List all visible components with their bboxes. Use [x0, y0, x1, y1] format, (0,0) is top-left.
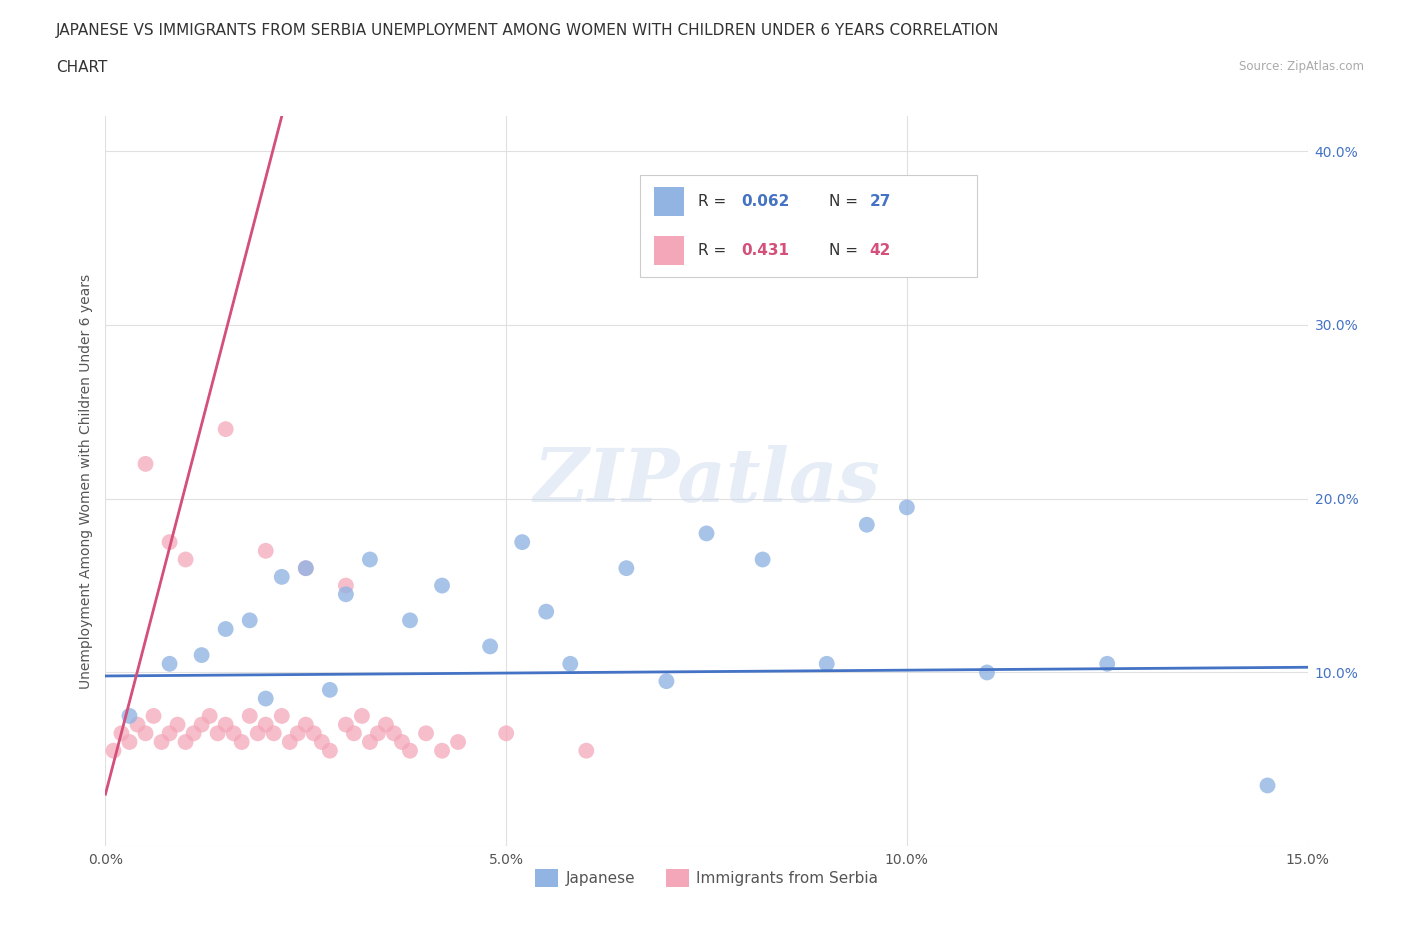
Point	[118, 709, 141, 724]
Point	[214, 421, 236, 436]
Point	[343, 726, 366, 741]
Point	[174, 735, 197, 750]
FancyBboxPatch shape	[640, 175, 977, 277]
Point	[415, 726, 437, 741]
Point	[447, 735, 470, 750]
Point	[127, 717, 149, 732]
Text: R =: R =	[697, 193, 731, 208]
Point	[536, 604, 558, 619]
Text: N =: N =	[830, 193, 863, 208]
Point	[263, 726, 285, 741]
Point	[246, 726, 269, 741]
Bar	[654, 187, 685, 216]
Point	[183, 726, 205, 741]
Point	[198, 709, 221, 724]
Point	[976, 665, 998, 680]
Point	[207, 726, 229, 741]
Point	[118, 735, 141, 750]
Text: CHART: CHART	[56, 60, 108, 75]
Point	[150, 735, 173, 750]
Point	[335, 587, 357, 602]
Text: R =: R =	[697, 243, 731, 258]
Y-axis label: Unemployment Among Women with Children Under 6 years: Unemployment Among Women with Children U…	[79, 273, 93, 689]
Text: 27: 27	[869, 193, 890, 208]
Text: N =: N =	[830, 243, 863, 258]
Point	[655, 673, 678, 688]
Point	[239, 709, 262, 724]
Point	[399, 613, 422, 628]
Point	[239, 613, 262, 628]
Point	[287, 726, 309, 741]
Text: 42: 42	[869, 243, 890, 258]
Point	[270, 709, 292, 724]
Point	[302, 726, 325, 741]
Point	[270, 569, 292, 584]
Point	[391, 735, 413, 750]
Point	[616, 561, 638, 576]
Point	[382, 726, 405, 741]
Point	[231, 735, 253, 750]
Point	[295, 561, 318, 576]
Point	[166, 717, 188, 732]
Point	[159, 726, 181, 741]
Point	[159, 535, 181, 550]
Bar	[654, 236, 685, 265]
Text: ZIPatlas: ZIPatlas	[533, 445, 880, 517]
Point	[896, 500, 918, 515]
Point	[295, 561, 318, 576]
Point	[815, 657, 838, 671]
Point	[319, 683, 342, 698]
Point	[359, 735, 381, 750]
Point	[135, 726, 157, 741]
Point	[222, 726, 245, 741]
Point	[311, 735, 333, 750]
Point	[110, 726, 132, 741]
Point	[399, 743, 422, 758]
Point	[495, 726, 517, 741]
Point	[214, 717, 236, 732]
Point	[254, 717, 277, 732]
Point	[190, 647, 212, 662]
Point	[560, 657, 582, 671]
Point	[359, 552, 381, 567]
Text: 0.062: 0.062	[741, 193, 790, 208]
Point	[159, 657, 181, 671]
Point	[254, 691, 277, 706]
Point	[1097, 657, 1119, 671]
Point	[479, 639, 502, 654]
Point	[214, 621, 236, 636]
Text: JAPANESE VS IMMIGRANTS FROM SERBIA UNEMPLOYMENT AMONG WOMEN WITH CHILDREN UNDER : JAPANESE VS IMMIGRANTS FROM SERBIA UNEMP…	[56, 23, 1000, 38]
Point	[575, 743, 598, 758]
Point	[375, 717, 398, 732]
Point	[751, 552, 773, 567]
Point	[254, 543, 277, 558]
Point	[696, 526, 718, 541]
Point	[295, 717, 318, 732]
Point	[1257, 778, 1279, 793]
Point	[855, 517, 877, 532]
Text: Source: ZipAtlas.com: Source: ZipAtlas.com	[1239, 60, 1364, 73]
Point	[135, 457, 157, 472]
Point	[335, 578, 357, 593]
Legend: Japanese, Immigrants from Serbia: Japanese, Immigrants from Serbia	[529, 862, 884, 894]
Point	[174, 552, 197, 567]
Point	[510, 535, 533, 550]
Point	[350, 709, 373, 724]
Point	[190, 717, 212, 732]
Text: 0.431: 0.431	[741, 243, 789, 258]
Point	[335, 717, 357, 732]
Point	[430, 743, 453, 758]
Point	[142, 709, 165, 724]
Point	[103, 743, 125, 758]
Point	[319, 743, 342, 758]
Point	[430, 578, 453, 593]
Point	[278, 735, 301, 750]
Point	[367, 726, 389, 741]
